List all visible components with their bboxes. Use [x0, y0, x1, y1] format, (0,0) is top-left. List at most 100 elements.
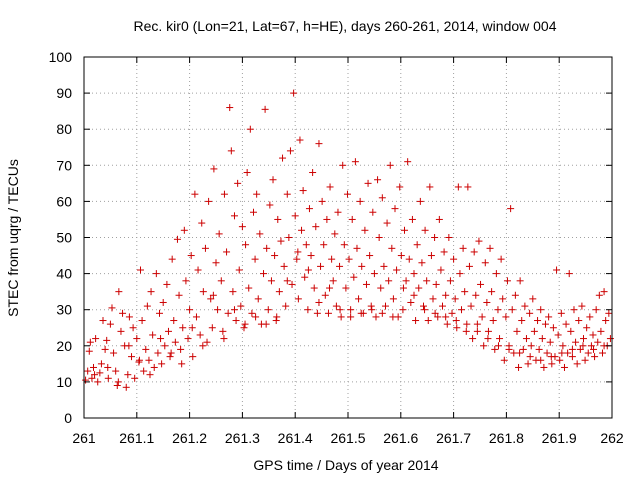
chart-grid [84, 57, 612, 418]
data-point [505, 345, 513, 353]
data-point [431, 234, 439, 241]
x-tick-label: 261.1 [119, 430, 154, 446]
data-point [568, 345, 576, 353]
data-point [562, 320, 570, 328]
data-point [549, 324, 557, 332]
data-point [168, 255, 176, 263]
x-tick-label: 261.5 [330, 430, 365, 446]
data-point [559, 342, 567, 350]
data-point [391, 205, 399, 213]
data-point [439, 302, 447, 310]
data-point [461, 288, 469, 296]
data-point [175, 291, 183, 299]
data-point [143, 302, 151, 310]
data-point [285, 234, 293, 241]
data-point [180, 226, 188, 234]
data-point [324, 309, 332, 317]
data-point [467, 302, 475, 310]
data-point [112, 367, 120, 375]
data-point [420, 302, 428, 310]
data-point [274, 215, 282, 223]
data-point [442, 313, 450, 321]
data-point [473, 327, 481, 335]
data-point [477, 280, 485, 288]
data-point [283, 190, 291, 198]
y-tick-label: 60 [56, 193, 72, 209]
data-point [251, 255, 259, 263]
data-point [350, 273, 358, 281]
data-point [572, 338, 580, 346]
data-point [110, 349, 118, 357]
y-tick-label: 20 [56, 338, 72, 354]
data-point [115, 288, 123, 296]
data-point [315, 298, 323, 306]
data-point [522, 335, 530, 343]
data-point [400, 226, 408, 234]
data-point [161, 342, 169, 350]
data-point [232, 317, 240, 325]
data-point [427, 252, 435, 260]
data-point [575, 317, 583, 325]
data-point [256, 230, 264, 238]
data-point [104, 363, 112, 371]
data-point [511, 291, 519, 299]
data-point [435, 215, 443, 223]
data-point [315, 140, 323, 148]
data-point [597, 327, 605, 335]
data-point [494, 306, 502, 314]
data-point [445, 234, 453, 241]
data-point [416, 197, 424, 205]
data-point [370, 270, 378, 278]
data-point [519, 345, 527, 353]
data-point [117, 327, 125, 335]
y-axis-label: STEC from uqrg / TECUs [5, 159, 21, 317]
data-point [541, 320, 549, 328]
data-point [469, 335, 477, 343]
data-point [88, 374, 96, 382]
data-point [128, 353, 136, 361]
data-point [590, 345, 598, 353]
data-point [540, 363, 548, 371]
data-point [356, 197, 364, 205]
data-point [499, 295, 507, 303]
data-point [496, 335, 504, 343]
data-point [488, 288, 496, 296]
data-point [188, 324, 196, 332]
data-point [135, 356, 143, 364]
data-point [262, 320, 270, 328]
data-point [489, 317, 497, 325]
data-point [478, 313, 486, 321]
y-tick-label: 100 [49, 49, 73, 65]
data-point [142, 345, 150, 353]
data-point [366, 252, 374, 260]
data-point [119, 309, 127, 317]
data-point [423, 277, 431, 285]
data-point [347, 306, 355, 314]
y-tick-label: 30 [56, 302, 72, 318]
data-point [348, 215, 356, 223]
data-point [205, 197, 213, 205]
data-point [404, 158, 412, 166]
data-point [440, 248, 448, 256]
data-point [198, 219, 206, 227]
data-point [334, 208, 342, 216]
data-point [203, 338, 211, 346]
data-point [405, 255, 413, 263]
data-point [374, 176, 382, 184]
data-point [486, 244, 494, 252]
data-point [149, 331, 157, 339]
data-point [152, 270, 160, 278]
data-point [283, 277, 291, 285]
data-point [453, 324, 461, 332]
data-point [158, 360, 166, 368]
data-point [156, 309, 164, 317]
data-point [543, 349, 551, 357]
data-point [446, 277, 454, 285]
data-point [459, 244, 467, 252]
data-point [547, 353, 555, 361]
data-point [516, 277, 524, 285]
data-point [513, 327, 521, 335]
data-point [230, 212, 238, 220]
data-point [581, 356, 589, 364]
data-point [594, 338, 602, 346]
